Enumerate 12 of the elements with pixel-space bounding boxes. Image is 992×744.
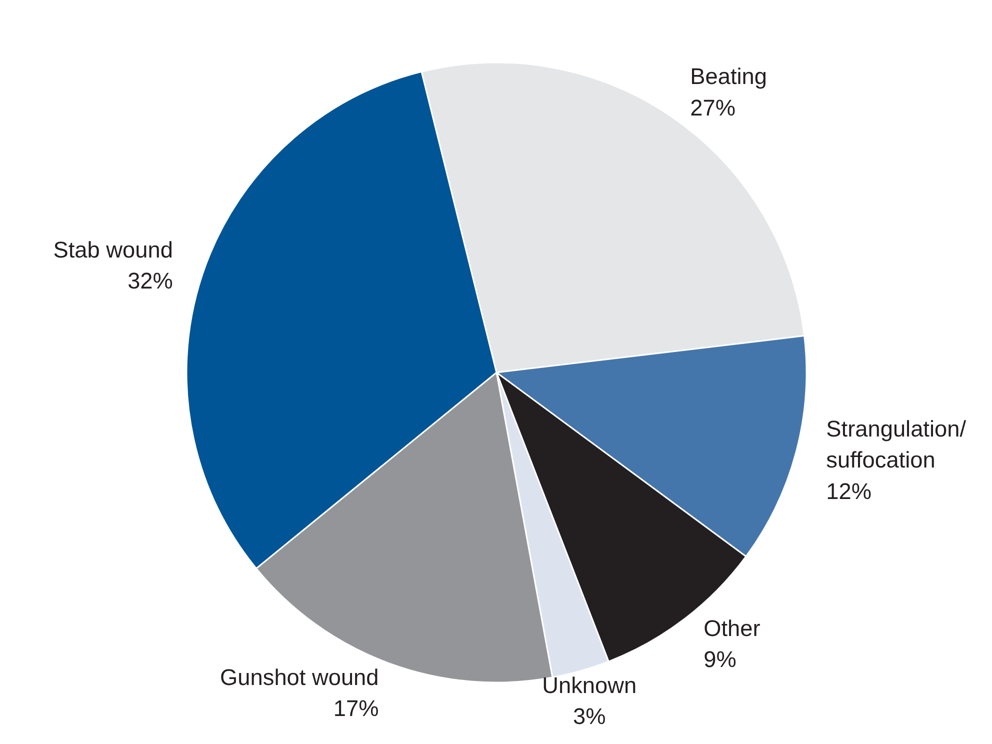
slice-label: Stab wound bbox=[53, 236, 173, 262]
slice-label: Other bbox=[704, 614, 761, 641]
slice-label: Beating bbox=[690, 63, 767, 90]
data-label: 27% bbox=[690, 94, 736, 120]
slice-label: Unknown bbox=[542, 672, 637, 698]
data-label: 12% bbox=[826, 478, 872, 504]
slice-label: Strangulation/suffocation bbox=[826, 415, 967, 473]
slice-label: Gunshot wound bbox=[220, 664, 379, 690]
data-label: 32% bbox=[128, 267, 173, 294]
data-label: 9% bbox=[704, 646, 736, 672]
data-label: 17% bbox=[333, 695, 379, 722]
data-label: 3% bbox=[572, 703, 606, 730]
